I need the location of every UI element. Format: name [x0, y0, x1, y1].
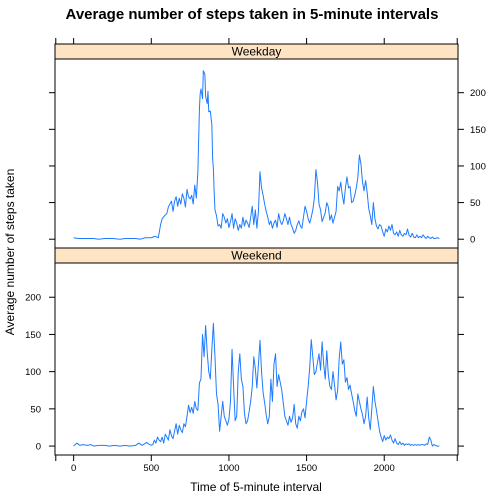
x-axis-label: Time of 5-minute interval: [190, 480, 322, 494]
y-tick-label: 100: [470, 161, 486, 172]
y-tick-label: 0: [470, 235, 475, 246]
series-line-weekday: [73, 70, 440, 240]
y-tick-label: 150: [25, 330, 41, 341]
x-tick-label: 1000: [218, 463, 239, 474]
y-tick-label: 200: [25, 293, 41, 304]
y-tick-label: 100: [25, 367, 41, 378]
chart-title: Average number of steps taken in 5-minut…: [66, 6, 439, 23]
y-axis-label: Average number of steps taken: [3, 169, 17, 336]
x-tick-label: 2000: [374, 463, 395, 474]
y-tick-label: 150: [470, 125, 486, 136]
panel-border-weekend: [54, 262, 459, 456]
y-tick-label: 0: [36, 442, 41, 453]
panel-weekend: Weekend 0 50 100 150 200: [25, 247, 464, 456]
panel-weekday: Weekday 0 50 100 150 200: [49, 43, 486, 249]
x-tick-label: 1500: [296, 463, 317, 474]
y-tick-label: 50: [30, 404, 41, 415]
y-tick-label: 200: [470, 88, 486, 99]
strip-label-weekend: Weekend: [231, 249, 281, 263]
y-tick-label: 50: [470, 198, 481, 209]
x-tick-label: 0: [71, 463, 76, 474]
series-line-weekend: [73, 322, 440, 447]
strip-label-weekday: Weekday: [232, 45, 282, 59]
x-tick-label: 500: [143, 463, 159, 474]
